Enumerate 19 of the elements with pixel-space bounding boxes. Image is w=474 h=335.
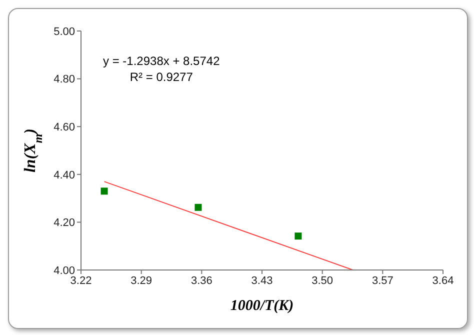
point [294,232,302,240]
annotation: R² = 0.9277 [128,69,194,85]
point [194,204,202,211]
y-tick-label: 4.80 [54,74,75,86]
y-tick-label: 4.00 [54,264,75,277]
annotation: y = -1.2938x + 8.5742 [103,53,220,69]
y-tick-label: 4.60 [54,122,75,134]
y-tick-label: 4.40 [54,169,75,182]
x-tick-label: 3.29 [130,274,152,287]
x-tick-label: 3.43 [251,274,273,287]
x-tick-label: 3.36 [190,274,212,287]
point [100,188,108,195]
x-tick-label: 3.50 [312,274,334,287]
y-tick-label: 4.20 [54,217,75,230]
x-axis-title: 1000/T(K) [230,298,294,314]
y-tick-label: 5.00 [54,26,75,38]
x-tick-label: 3.57 [372,274,394,287]
x-tick-label: 3.64 [432,274,454,287]
x-tick-label: 3.22 [70,274,92,287]
